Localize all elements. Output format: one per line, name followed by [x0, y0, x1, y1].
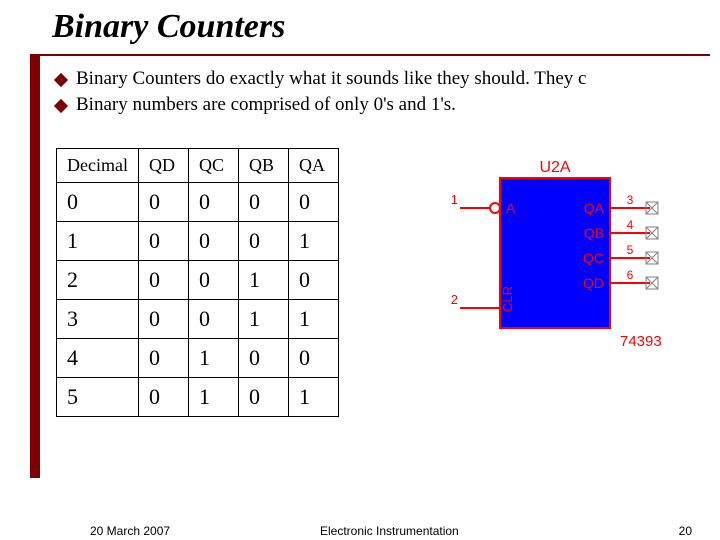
table-cell: 1: [288, 222, 338, 261]
table-cell: 0: [238, 339, 288, 378]
table-row: 10001: [57, 222, 339, 261]
svg-text:QB: QB: [584, 225, 604, 241]
table-cell: 0: [288, 183, 338, 222]
svg-text:A: A: [506, 200, 516, 216]
table-cell: 1: [238, 300, 288, 339]
table-cell: 1: [238, 261, 288, 300]
truth-table: Decimal QD QC QB QA 00000100012001030011…: [56, 148, 339, 417]
table-cell: 0: [138, 222, 188, 261]
col-header: QA: [288, 149, 338, 183]
bullet-icon: [54, 99, 68, 113]
table-cell: 0: [238, 222, 288, 261]
svg-text:74393: 74393: [620, 333, 662, 350]
table-cell: 1: [288, 378, 338, 417]
schematic-diagram: U2A 1 A 2 CLR QA 3 QB 4 QC 5 QD 6 74393: [430, 158, 690, 368]
bullet-text: Binary numbers are comprised of only 0's…: [76, 94, 456, 116]
table-cell: 0: [138, 261, 188, 300]
table-cell: 0: [188, 300, 238, 339]
list-item: Binary Counters do exactly what it sound…: [52, 68, 712, 90]
table-cell: 1: [188, 339, 238, 378]
table-cell: 1: [288, 300, 338, 339]
table-row: 50101: [57, 378, 339, 417]
table-cell: 0: [138, 300, 188, 339]
table-cell: 0: [57, 183, 139, 222]
footer-date: 20 March 2007: [90, 524, 170, 538]
bullet-text: Binary Counters do exactly what it sound…: [76, 68, 586, 90]
col-header: QD: [138, 149, 188, 183]
table-cell: 0: [288, 339, 338, 378]
table-row: 30011: [57, 300, 339, 339]
title-rule: [30, 54, 710, 56]
svg-text:QD: QD: [583, 275, 604, 291]
svg-text:3: 3: [627, 193, 634, 207]
page-number: 20: [679, 524, 692, 538]
svg-text:5: 5: [627, 243, 634, 257]
footer-center: Electronic Instrumentation: [320, 524, 459, 538]
bullet-icon: [54, 73, 68, 87]
table-row: 40100: [57, 339, 339, 378]
svg-text:QA: QA: [584, 200, 605, 216]
table-cell: 0: [138, 378, 188, 417]
table-cell: 1: [188, 378, 238, 417]
svg-text:1: 1: [451, 192, 458, 207]
bullet-list: Binary Counters do exactly what it sound…: [52, 68, 712, 120]
table-cell: 2: [57, 261, 139, 300]
svg-text:2: 2: [451, 292, 458, 307]
table-cell: 0: [188, 261, 238, 300]
list-item: Binary numbers are comprised of only 0's…: [52, 94, 712, 116]
table-cell: 0: [138, 183, 188, 222]
table-cell: 3: [57, 300, 139, 339]
table-cell: 5: [57, 378, 139, 417]
svg-text:6: 6: [627, 268, 634, 282]
svg-text:4: 4: [627, 218, 634, 232]
table-cell: 0: [188, 222, 238, 261]
col-header: QB: [238, 149, 288, 183]
col-header: QC: [188, 149, 238, 183]
table-cell: 1: [57, 222, 139, 261]
svg-text:CLR: CLR: [500, 286, 515, 312]
slide-title: Binary Counters: [52, 8, 285, 46]
table-cell: 0: [238, 183, 288, 222]
table-row: 20010: [57, 261, 339, 300]
svg-text:U2A: U2A: [539, 159, 570, 176]
table-cell: 0: [138, 339, 188, 378]
svg-text:QC: QC: [583, 250, 604, 266]
table-cell: 0: [238, 378, 288, 417]
table-header-row: Decimal QD QC QB QA: [57, 149, 339, 183]
table-cell: 4: [57, 339, 139, 378]
col-header: Decimal: [57, 149, 139, 183]
accent-stripe: [30, 54, 40, 478]
table-row: 00000: [57, 183, 339, 222]
table-cell: 0: [288, 261, 338, 300]
table-cell: 0: [188, 183, 238, 222]
